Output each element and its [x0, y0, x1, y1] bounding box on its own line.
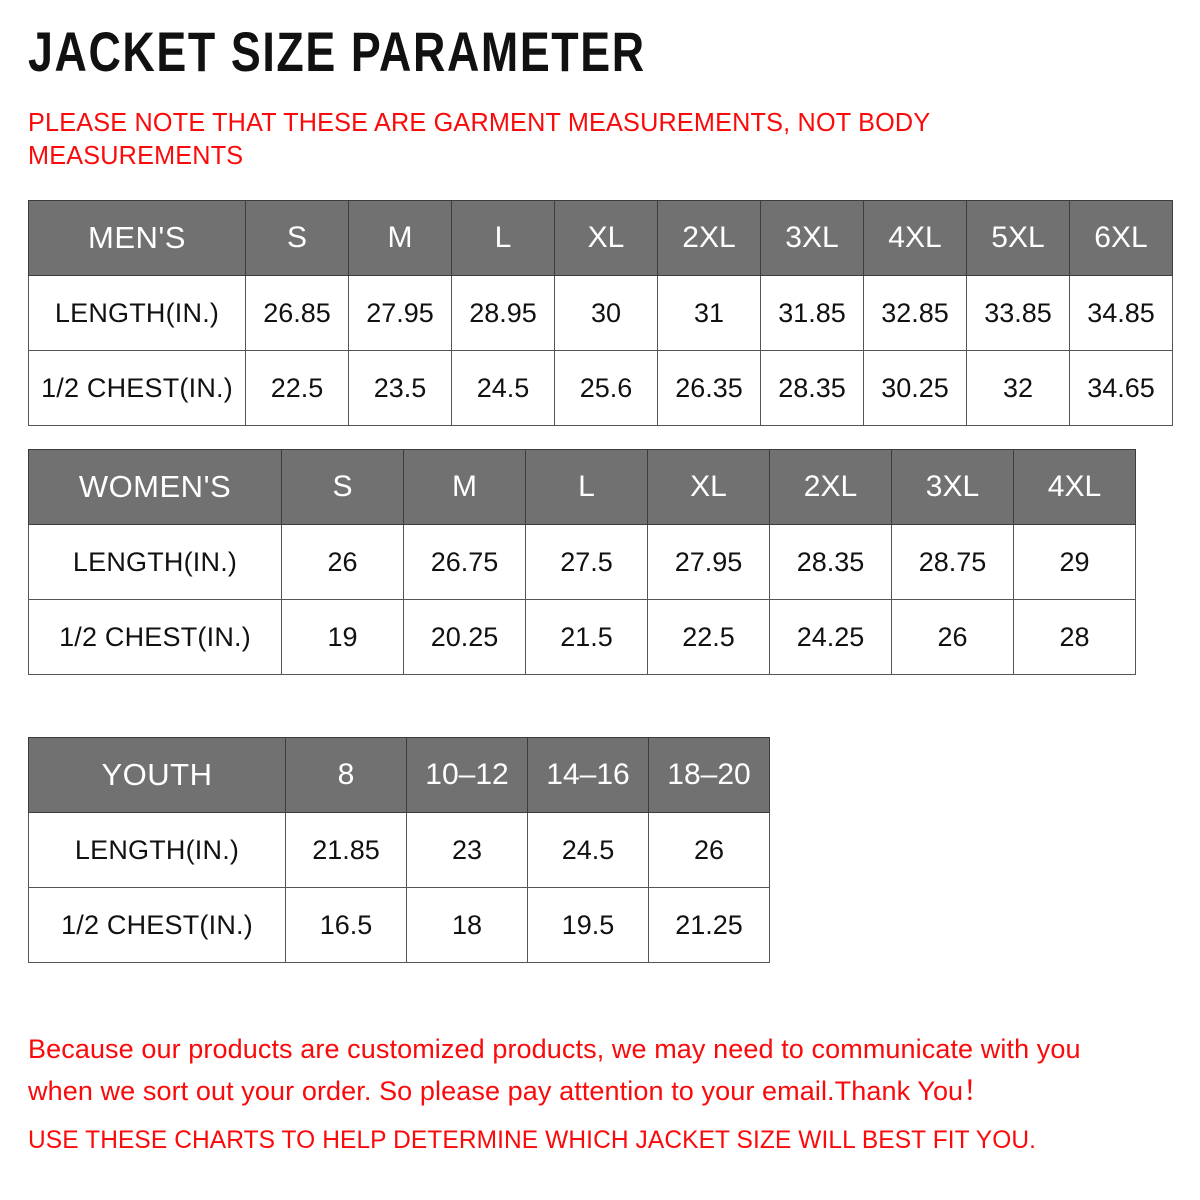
mens-size-header-5: 3XL — [760, 200, 864, 276]
mens-cell-r1-c8: 34.65 — [1069, 350, 1173, 426]
mens-table-head: MEN'S S M L XL 2XL 3XL 4XL 5XL 6XL — [28, 200, 1173, 276]
youth-cell-r1-c1: 18 — [406, 887, 528, 963]
youth-row-label-0: LENGTH(IN.) — [28, 812, 286, 888]
womens-size-header-0: S — [281, 449, 404, 525]
mens-size-table: MEN'S S M L XL 2XL 3XL 4XL 5XL 6XL LENGTH(IN.) 26.… — [28, 200, 1173, 426]
mens-size-header-4: 2XL — [657, 200, 761, 276]
womens-size-table: WOMEN'S S M L XL 2XL 3XL 4XL LENGTH(IN.) 26 26.75… — [28, 449, 1136, 675]
mens-row-label-1: 1/2 CHEST(IN.) — [28, 350, 246, 426]
mens-size-header-7: 5XL — [966, 200, 1070, 276]
mens-cell-r0-c8: 34.85 — [1069, 275, 1173, 351]
womens-size-header-2: L — [525, 449, 648, 525]
mens-cell-r1-c4: 26.35 — [657, 350, 761, 426]
mens-cell-r1-c3: 25.6 — [554, 350, 658, 426]
mens-cell-r0-c6: 32.85 — [863, 275, 967, 351]
womens-cell-r0-c6: 29 — [1013, 524, 1136, 600]
youth-size-header-1: 10–12 — [406, 737, 528, 813]
mens-cell-r0-c3: 30 — [554, 275, 658, 351]
womens-cell-r1-c2: 21.5 — [525, 599, 648, 675]
womens-row-label-1: 1/2 CHEST(IN.) — [28, 599, 282, 675]
womens-cell-r1-c4: 24.25 — [769, 599, 892, 675]
page-title: JACKET SIZE PARAMETER — [28, 20, 646, 83]
womens-size-header-1: M — [403, 449, 526, 525]
mens-cell-r1-c7: 32 — [966, 350, 1070, 426]
mens-cell-r1-c5: 28.35 — [760, 350, 864, 426]
mens-size-header-2: L — [451, 200, 555, 276]
mens-cell-r0-c1: 27.95 — [348, 275, 452, 351]
youth-cell-r1-c2: 19.5 — [527, 887, 649, 963]
mens-table-body: LENGTH(IN.) 26.85 27.95 28.95 30 31 31.85 32.85… — [28, 275, 1173, 426]
mens-size-header-6: 4XL — [863, 200, 967, 276]
womens-cell-r1-c1: 20.25 — [403, 599, 526, 675]
use-charts-note: USE THESE CHARTS TO HELP DETERMINE WHICH… — [28, 1126, 1037, 1154]
mens-cell-r1-c0: 22.5 — [245, 350, 349, 426]
youth-table-head: YOUTH 8 10–12 14–16 18–20 — [28, 737, 770, 813]
youth-cell-r0-c2: 24.5 — [527, 812, 649, 888]
customization-note: Because our products are customized prod… — [28, 1034, 1081, 1106]
mens-cell-r1-c6: 30.25 — [863, 350, 967, 426]
womens-table-body: LENGTH(IN.) 26 26.75 27.5 27.95 28.35 28.75 29 1… — [28, 524, 1136, 675]
mens-cell-r1-c2: 24.5 — [451, 350, 555, 426]
mens-cell-r0-c5: 31.85 — [760, 275, 864, 351]
youth-row-label-1: 1/2 CHEST(IN.) — [28, 887, 286, 963]
womens-row-label-0: LENGTH(IN.) — [28, 524, 282, 600]
mens-cell-r0-c2: 28.95 — [451, 275, 555, 351]
womens-size-header-6: 4XL — [1013, 449, 1136, 525]
womens-cell-r1-c3: 22.5 — [647, 599, 770, 675]
mens-size-header-3: XL — [554, 200, 658, 276]
youth-cell-r0-c3: 26 — [648, 812, 770, 888]
youth-table-row: 1/2 CHEST(IN.) 16.5 18 19.5 21.25 — [28, 887, 770, 963]
youth-cell-r0-c1: 23 — [406, 812, 528, 888]
womens-cell-r1-c5: 26 — [891, 599, 1014, 675]
womens-size-header-3: XL — [647, 449, 770, 525]
youth-cell-r1-c0: 16.5 — [285, 887, 407, 963]
womens-cell-r0-c1: 26.75 — [403, 524, 526, 600]
womens-cell-r0-c5: 28.75 — [891, 524, 1014, 600]
womens-cell-r0-c3: 27.95 — [647, 524, 770, 600]
womens-category-header: WOMEN'S — [28, 449, 282, 525]
womens-cell-r0-c2: 27.5 — [525, 524, 648, 600]
mens-header-row: MEN'S S M L XL 2XL 3XL 4XL 5XL 6XL — [28, 200, 1173, 276]
mens-cell-r0-c4: 31 — [657, 275, 761, 351]
youth-cell-r0-c0: 21.85 — [285, 812, 407, 888]
mens-size-header-8: 6XL — [1069, 200, 1173, 276]
mens-table-row: LENGTH(IN.) 26.85 27.95 28.95 30 31 31.85 32.85… — [28, 275, 1173, 351]
womens-cell-r1-c6: 28 — [1013, 599, 1136, 675]
youth-table-row: LENGTH(IN.) 21.85 23 24.5 26 — [28, 812, 770, 888]
womens-table-row: LENGTH(IN.) 26 26.75 27.5 27.95 28.35 28.75 29 — [28, 524, 1136, 600]
youth-size-header-3: 18–20 — [648, 737, 770, 813]
womens-size-header-4: 2XL — [769, 449, 892, 525]
womens-table-head: WOMEN'S S M L XL 2XL 3XL 4XL — [28, 449, 1136, 525]
mens-table-row: 1/2 CHEST(IN.) 22.5 23.5 24.5 25.6 26.35 28.35… — [28, 350, 1173, 426]
garment-measurement-note: PLEASE NOTE THAT THESE ARE GARMENT MEASU… — [28, 107, 930, 170]
mens-cell-r1-c1: 23.5 — [348, 350, 452, 426]
mens-cell-r0-c0: 26.85 — [245, 275, 349, 351]
mens-size-header-1: M — [348, 200, 452, 276]
youth-table-body: LENGTH(IN.) 21.85 23 24.5 26 1/2 CHEST(IN.) 16… — [28, 812, 770, 963]
mens-cell-r0-c7: 33.85 — [966, 275, 1070, 351]
womens-header-row: WOMEN'S S M L XL 2XL 3XL 4XL — [28, 449, 1136, 525]
womens-table-row: 1/2 CHEST(IN.) 19 20.25 21.5 22.5 24.25 26 28 — [28, 599, 1136, 675]
youth-size-header-0: 8 — [285, 737, 407, 813]
womens-size-header-5: 3XL — [891, 449, 1014, 525]
youth-cell-r1-c3: 21.25 — [648, 887, 770, 963]
womens-cell-r0-c0: 26 — [281, 524, 404, 600]
womens-cell-r1-c0: 19 — [281, 599, 404, 675]
mens-size-header-0: S — [245, 200, 349, 276]
youth-category-header: YOUTH — [28, 737, 286, 813]
mens-category-header: MEN'S — [28, 200, 246, 276]
youth-size-table: YOUTH 8 10–12 14–16 18–20 LENGTH(IN.) 21.85 23… — [28, 737, 770, 963]
youth-size-header-2: 14–16 — [527, 737, 649, 813]
womens-cell-r0-c4: 28.35 — [769, 524, 892, 600]
youth-header-row: YOUTH 8 10–12 14–16 18–20 — [28, 737, 770, 813]
mens-row-label-0: LENGTH(IN.) — [28, 275, 246, 351]
